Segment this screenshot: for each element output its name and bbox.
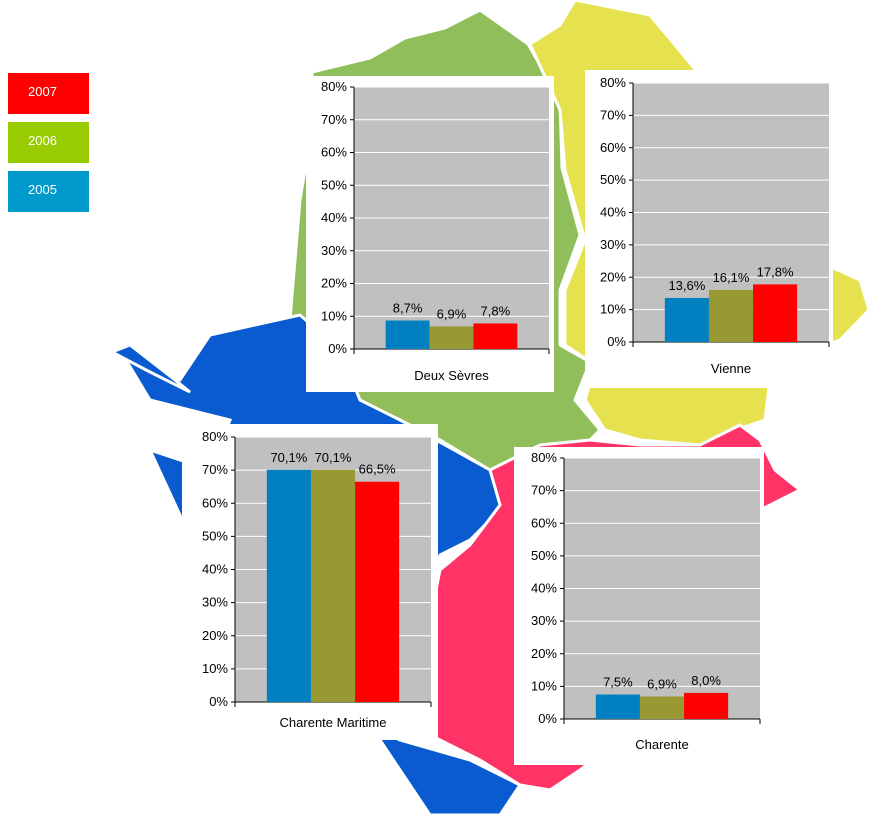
y-tick-label: 50% [202,528,228,543]
y-tick-label: 80% [202,429,228,444]
chart-svg: 0% 10% 20% 30% 40% 50% 60% 70% 80% 8,7% 6,9% 7,8% De… [321,79,550,383]
y-tick-label: 40% [600,205,626,220]
bar-2005 [664,297,709,342]
y-tick-label: 20% [202,628,228,643]
chart-charente-maritime: 0% 10% 20% 30% 40% 50% 60% 70% 80% 70,1% 70,1% 66,5… [182,424,438,740]
legend-item-2006: 2006 [8,122,89,163]
bar-2006 [429,326,474,349]
y-tick-label: 50% [531,548,557,563]
data-label-2006: 6,9% [647,676,677,691]
bar-2007 [355,481,400,702]
chart-title: Charente Maritime [280,715,387,730]
y-tick-label: 0% [209,694,228,709]
y-tick-label: 10% [600,302,626,317]
y-tick-label: 40% [321,210,347,225]
chart-title: Charente [635,737,688,752]
bar-2007 [753,284,798,342]
data-label-2007: 8,0% [691,673,721,688]
y-tick-label: 30% [321,243,347,258]
chart-svg: 0% 10% 20% 30% 40% 50% 60% 70% 80% 7,5% 6,9% 8,0% Ch… [531,450,761,752]
y-tick-label: 40% [531,581,557,596]
y-tick-label: 30% [531,613,557,628]
bar-2006 [310,469,356,702]
chart-vienne: 0% 10% 20% 30% 40% 50% 60% 70% 80% 13,6% 16,1% 17,8… [585,70,833,388]
data-label-2007: 66,5% [359,462,396,477]
data-label-2006: 16,1% [713,270,750,285]
data-label-2005: 13,6% [668,278,705,293]
chart-title: Vienne [711,361,751,376]
y-tick-label: 70% [321,112,347,127]
data-label-2006: 6,9% [437,306,467,321]
y-tick-label: 0% [328,341,347,356]
y-tick-label: 70% [531,483,557,498]
y-tick-label: 60% [321,145,347,160]
y-tick-label: 80% [600,75,626,90]
chart-svg: 0% 10% 20% 30% 40% 50% 60% 70% 80% 70,1% 70,1% 66,5… [202,429,432,730]
y-tick-label: 50% [600,172,626,187]
y-tick-label: 30% [202,595,228,610]
bar-2005 [385,320,430,349]
bar-2007 [684,692,729,719]
y-tick-label: 20% [321,276,347,291]
legend: 2007 2006 2005 [8,73,89,220]
bar-2005 [595,694,640,719]
y-tick-label: 0% [538,711,557,726]
y-tick-label: 10% [202,661,228,676]
y-tick-label: 60% [600,140,626,155]
y-tick-label: 40% [202,562,228,577]
y-tick-label: 0% [607,334,626,349]
data-label-2007: 17,8% [757,264,794,279]
chart-title: Deux Sèvres [414,368,489,383]
chart-deux-sevres: 0% 10% 20% 30% 40% 50% 60% 70% 80% 8,7% 6,9% 7,8% De… [306,76,554,392]
bar-2006 [708,289,754,342]
data-label-2007: 7,8% [481,303,511,318]
legend-item-2005: 2005 [8,171,89,212]
legend-item-2007: 2007 [8,73,89,114]
y-tick-label: 20% [531,646,557,661]
y-tick-label: 70% [202,462,228,477]
chart-svg: 0% 10% 20% 30% 40% 50% 60% 70% 80% 13,6% 16,1% 17,8… [600,75,830,376]
data-label-2005: 8,7% [393,301,423,316]
y-tick-label: 10% [321,308,347,323]
y-tick-label: 70% [600,107,626,122]
bar-2006 [639,696,685,719]
y-tick-label: 50% [321,177,347,192]
y-tick-label: 80% [531,450,557,465]
data-label-2005: 70,1% [270,450,307,465]
bar-2005 [266,469,311,702]
y-tick-label: 30% [600,237,626,252]
y-tick-label: 20% [600,269,626,284]
data-label-2005: 7,5% [603,675,633,690]
y-tick-label: 80% [321,79,347,94]
y-tick-label: 60% [531,515,557,530]
chart-charente: 0% 10% 20% 30% 40% 50% 60% 70% 80% 7,5% 6,9% 8,0% Ch… [514,447,764,765]
bar-2007 [473,323,518,349]
map-island-re [108,343,191,394]
y-tick-label: 10% [531,678,557,693]
y-tick-label: 60% [202,495,228,510]
data-label-2006: 70,1% [315,450,352,465]
